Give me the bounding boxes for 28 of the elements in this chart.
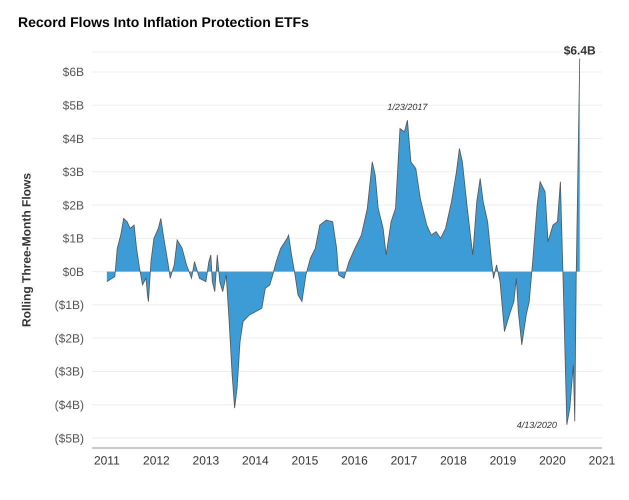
x-tick-label: 2021 <box>588 454 616 468</box>
x-tick-label: 2016 <box>341 454 368 468</box>
x-tick-label: 2018 <box>440 454 468 468</box>
x-tick-label: 2019 <box>490 454 517 468</box>
x-tick-label: 2014 <box>242 454 270 468</box>
annotation: 4/13/2020 <box>516 420 557 430</box>
y-tick-label: ($4B) <box>54 398 84 412</box>
y-tick-label: $0B <box>62 264 84 279</box>
y-tick-label: $3B <box>62 165 84 180</box>
y-tick-label: $2B <box>62 198 84 212</box>
x-tick-label: 2013 <box>192 454 220 468</box>
y-axis-title: Rolling Three-Month Flows <box>19 172 34 327</box>
y-tick-label: ($1B) <box>54 298 84 312</box>
y-tick-label: $4B <box>62 132 84 146</box>
y-tick-label: ($3B) <box>54 364 84 379</box>
x-tick-label: 2017 <box>390 454 418 468</box>
x-tick-label: 2015 <box>292 454 319 468</box>
chart-title: Record Flows Into Inflation Protection ETFs <box>17 13 310 30</box>
y-tick-label: $1B <box>62 232 84 246</box>
y-tick-label: ($5B) <box>54 431 84 446</box>
y-tick-label: $6B <box>62 65 84 80</box>
x-tick-label: 2020 <box>539 454 566 468</box>
y-tick-label: $5B <box>62 98 84 113</box>
y-tick-label: ($2B) <box>54 331 84 346</box>
annotation: 1/23/2017 <box>387 102 428 112</box>
x-tick-label: 2012 <box>143 454 170 468</box>
x-tick-label: 2011 <box>94 454 120 468</box>
annotation: $6.4B <box>564 44 596 58</box>
